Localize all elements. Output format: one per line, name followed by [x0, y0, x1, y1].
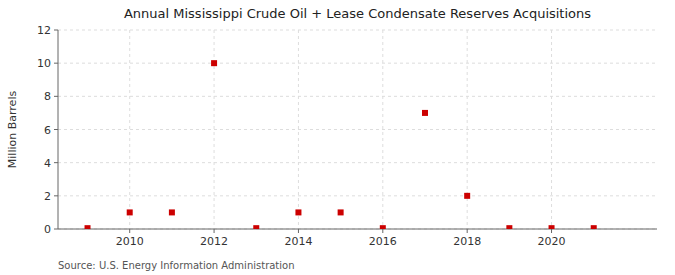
data-point	[422, 110, 428, 116]
y-grid-line	[58, 229, 657, 230]
x-tick	[382, 229, 383, 233]
y-tick	[54, 229, 58, 230]
x-axis-line	[58, 229, 657, 230]
y-grid-line	[58, 162, 657, 163]
x-tick	[214, 229, 215, 233]
data-point	[211, 60, 217, 66]
y-tick-label: 6	[44, 124, 51, 137]
x-tick	[467, 229, 468, 233]
y-grid-line	[58, 30, 657, 31]
y-tick-label: 4	[44, 157, 51, 170]
x-tick-label: 2014	[284, 235, 312, 248]
x-grid-line	[467, 30, 468, 229]
y-grid-line	[58, 129, 657, 130]
x-tick-label: 2012	[200, 235, 228, 248]
chart-container: 2010 2012 2014 2016 2018 2020 0 2 4 6 8 10 12 Annual …	[0, 0, 675, 275]
x-tick-label: 2016	[369, 235, 397, 248]
data-point	[169, 209, 175, 215]
points	[85, 60, 597, 229]
data-point	[295, 209, 301, 215]
y-tick	[54, 129, 58, 130]
y-axis-label: Million Barrels	[6, 91, 19, 169]
chart-title: Annual Mississippi Crude Oil + Lease Con…	[124, 6, 591, 21]
grid	[58, 30, 657, 229]
x-tick-label: 2018	[453, 235, 481, 248]
x-grid-line	[214, 30, 215, 229]
x-tick	[551, 229, 552, 233]
chart-svg: 2010 2012 2014 2016 2018 2020 0 2 4 6 8 10 12 Annual …	[0, 0, 675, 275]
y-grid-line	[58, 63, 657, 64]
x-grid-line	[298, 30, 299, 229]
axes: 2010 2012 2014 2016 2018 2020 0 2 4 6 8 10 12	[37, 24, 657, 248]
x-grid-line	[551, 30, 552, 229]
x-grid-line	[382, 30, 383, 229]
data-point	[127, 209, 133, 215]
x-grid-line	[129, 30, 130, 229]
y-tick-label: 12	[37, 24, 51, 37]
y-grid-line	[58, 195, 657, 196]
x-tick	[129, 229, 130, 233]
data-point	[591, 225, 597, 229]
x-tick-label: 2010	[116, 235, 144, 248]
y-tick	[54, 30, 58, 31]
data-point	[506, 225, 512, 229]
x-tick-label: 2020	[538, 235, 566, 248]
data-point	[338, 209, 344, 215]
data-point	[464, 193, 470, 199]
y-tick	[54, 162, 58, 163]
y-tick	[54, 195, 58, 196]
y-tick-label: 8	[44, 90, 51, 103]
data-point	[85, 225, 91, 229]
y-tick	[54, 63, 58, 64]
data-point	[380, 225, 386, 229]
x-tick	[298, 229, 299, 233]
y-tick	[54, 96, 58, 97]
y-tick-label: 2	[44, 190, 51, 203]
y-tick-label: 0	[44, 223, 51, 236]
data-point	[253, 225, 259, 229]
y-grid-line	[58, 96, 657, 97]
y-tick-label: 10	[37, 57, 51, 70]
data-point	[549, 225, 555, 229]
source-note: Source: U.S. Energy Information Administ…	[58, 260, 295, 271]
